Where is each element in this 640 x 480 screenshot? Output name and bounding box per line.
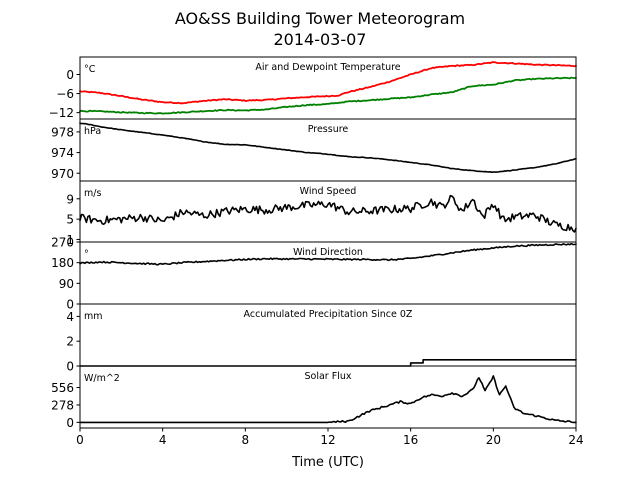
panel-1-ytick-label: −12: [49, 106, 74, 120]
panel-1: 0 −6 −12 °C Air and Dewpoint Temperature: [49, 56, 577, 120]
panel-3-ytick-label: 1: [66, 233, 74, 247]
panel-2-title: Pressure: [308, 124, 349, 135]
panel-4-ytick-label: 270: [51, 236, 74, 250]
panel-1-ytick-label: 0: [66, 68, 74, 82]
panel-2-ytick-label: 974: [51, 146, 74, 160]
panel-2-ytick-label: 970: [51, 167, 74, 181]
panel-5: 4 2 0 mm Accumulated Precipitation Since 0Z: [66, 303, 577, 374]
panel-2-ytick-label: 978: [51, 125, 74, 139]
panel-4: 270 180 90 0 ° Wind Direction: [51, 236, 577, 312]
panel-3-series-1: [79, 194, 577, 233]
panel-4-ytick-label: 180: [51, 256, 74, 270]
panel-4-title: Wind Direction: [293, 247, 363, 258]
x-axis: 0 4 8 12 16 20 24: [76, 433, 583, 447]
panel-3-unit: m/s: [84, 188, 101, 199]
panel-5-ytick-label: 2: [66, 335, 74, 349]
panel-2: 978 974 970 hPa Pressure: [51, 118, 577, 182]
panel-3: 9 5 1 m/s Wind Speed: [66, 180, 577, 247]
x-tick-label: 24: [568, 433, 583, 447]
x-tick-label: 0: [76, 433, 84, 447]
panel-2-series-1: [79, 122, 577, 173]
x-tick-label: 12: [320, 433, 335, 447]
panel-6: 556 278 0 W/m^2 Solar Flux: [51, 365, 577, 432]
x-tick-label: 4: [159, 433, 167, 447]
panel-6-ytick-label: 556: [51, 381, 74, 395]
panel-4-series-1: [79, 242, 577, 266]
panel-5-unit: mm: [84, 311, 103, 322]
panel-1-series-1: [79, 61, 577, 105]
x-tick-label: 8: [242, 433, 250, 447]
chart-title: AO&SS Building Tower Meteorogram: [175, 9, 465, 28]
panel-6-title: Solar Flux: [305, 371, 352, 382]
panel-5-title: Accumulated Precipitation Since 0Z: [244, 309, 413, 320]
panel-3-ytick-label: 5: [66, 213, 74, 227]
panel-4-ytick-label: 0: [66, 298, 74, 312]
x-axis-label: Time (UTC): [291, 455, 364, 470]
panel-1-unit: °C: [84, 64, 96, 75]
panel-6-unit: W/m^2: [84, 373, 120, 384]
panel-3-ytick-label: 9: [66, 192, 74, 206]
panel-6-series-1: [79, 375, 577, 424]
panel-1-ytick-label: −6: [56, 87, 74, 101]
panels-group: 0−6−12°C Air and Dewpoint Temperature9789…: [49, 56, 577, 432]
panel-3-title: Wind Speed: [300, 186, 357, 197]
panel-1-series-2: [79, 76, 577, 115]
x-tick-label: 20: [486, 433, 501, 447]
panel-5-ytick-label: 0: [66, 360, 74, 374]
chart-subtitle: 2014-03-07: [274, 30, 367, 49]
panel-5-ytick-label: 4: [66, 310, 74, 324]
panel-5-series-1: [79, 359, 577, 367]
panel-6-ytick-label: 278: [51, 398, 74, 412]
x-tick-label: 16: [403, 433, 418, 447]
panel-1-title: Air and Dewpoint Temperature: [255, 62, 400, 73]
panel-2-unit: hPa: [84, 126, 101, 137]
panel-4-ytick-label: 90: [59, 277, 74, 291]
panel-4-unit: °: [84, 249, 89, 260]
panel-6-ytick-label: 0: [66, 416, 74, 430]
